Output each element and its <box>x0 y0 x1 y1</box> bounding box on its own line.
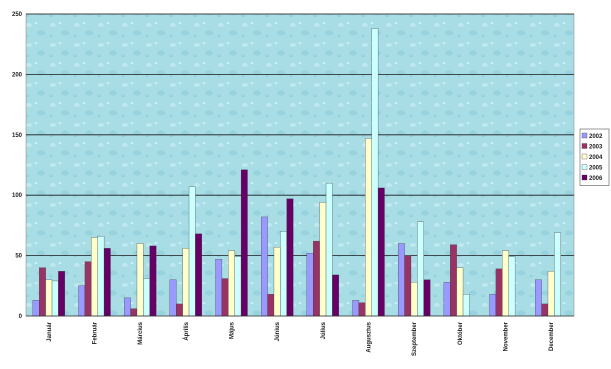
bar-2002 <box>78 285 86 317</box>
category-label: Február <box>93 321 99 344</box>
legend-swatch <box>581 174 588 181</box>
bar-2002 <box>489 294 497 317</box>
bar-2006 <box>149 245 157 317</box>
bar-2005 <box>234 256 242 317</box>
bar-2003 <box>541 303 549 317</box>
bar-2003 <box>39 267 46 317</box>
bar-2003 <box>495 268 503 317</box>
bar-2006 <box>58 271 65 317</box>
bar-2004 <box>45 279 53 317</box>
category-label: Június <box>275 321 281 341</box>
legend-swatch <box>581 153 588 160</box>
bar-2003 <box>404 255 412 317</box>
bar-2003 <box>84 261 92 317</box>
bar-2005 <box>51 280 59 317</box>
bar-2005 <box>97 236 105 317</box>
bar-2003 <box>450 244 457 317</box>
bar-2004 <box>319 202 327 317</box>
bar-2002 <box>535 279 542 317</box>
y-tick-label: 50 <box>15 254 22 260</box>
legend-label: 2004 <box>589 155 603 161</box>
y-tick-label: 100 <box>12 193 23 199</box>
bar-2005 <box>280 231 287 317</box>
bar-2003 <box>130 308 138 317</box>
bar-2004 <box>502 250 509 317</box>
bar-2002 <box>169 279 177 317</box>
legend-swatch <box>581 143 588 149</box>
bar-2005 <box>143 278 150 317</box>
bar-2004 <box>547 271 555 317</box>
legend-label: 2006 <box>589 176 603 182</box>
bar-2003 <box>267 294 275 317</box>
category-label: Április <box>183 321 190 340</box>
bar-2004 <box>136 243 144 317</box>
bar-2002 <box>32 300 40 317</box>
bar-2003 <box>221 278 229 317</box>
category-label: Augusztus <box>367 321 373 352</box>
bar-2004 <box>456 267 464 317</box>
bar-2002 <box>124 297 131 317</box>
bar-2004 <box>273 246 281 317</box>
y-tick-label: 150 <box>12 133 23 139</box>
bar-2004 <box>228 250 235 317</box>
bar-2005 <box>462 294 470 317</box>
bar-2006 <box>423 279 431 317</box>
category-label: Július <box>321 321 327 339</box>
legend-label: 2005 <box>589 166 603 172</box>
bar-2005 <box>554 232 561 317</box>
bar-2005 <box>325 182 333 317</box>
y-tick-label: 0 <box>19 314 23 320</box>
legend-label: 2002 <box>589 134 603 140</box>
bar-2005 <box>371 28 379 317</box>
category-label: Március <box>138 321 144 344</box>
legend-label: 2003 <box>589 145 603 151</box>
bar-2006 <box>377 187 385 317</box>
bar-2005 <box>417 221 424 317</box>
bar-2006 <box>286 198 294 317</box>
bar-2005 <box>508 256 516 317</box>
legend-swatch <box>581 132 588 139</box>
bar-2002 <box>443 282 451 317</box>
category-label: November <box>504 321 510 351</box>
category-label: December <box>549 321 555 351</box>
bar-2004 <box>91 237 98 317</box>
y-tick-label: 250 <box>12 12 23 18</box>
category-label: Május <box>230 321 236 339</box>
category-label: Október <box>458 321 464 345</box>
bar-2005 <box>188 186 196 317</box>
plot-area <box>25 13 575 317</box>
legend-swatch <box>581 164 588 170</box>
bar-2004 <box>365 138 372 317</box>
legend: 2002 2003 2004 2005 2006 <box>579 128 610 186</box>
bar-2003 <box>358 302 366 317</box>
bar-2002 <box>352 300 360 317</box>
y-tick-label: 200 <box>12 72 23 78</box>
bar-2003 <box>313 240 320 317</box>
bar-2006 <box>195 233 202 317</box>
bar-2002 <box>398 243 405 317</box>
bar-2006 <box>103 248 111 317</box>
bar-2004 <box>182 248 190 317</box>
category-label: Szeptember <box>412 321 418 356</box>
bar-2003 <box>176 303 183 317</box>
bar-2004 <box>410 282 418 317</box>
bar-2006 <box>240 169 248 317</box>
category-label: Január <box>47 321 53 341</box>
bar-2006 <box>332 274 339 317</box>
bar-2002 <box>215 259 223 317</box>
bar-2002 <box>306 253 314 317</box>
bar-2002 <box>261 216 268 317</box>
